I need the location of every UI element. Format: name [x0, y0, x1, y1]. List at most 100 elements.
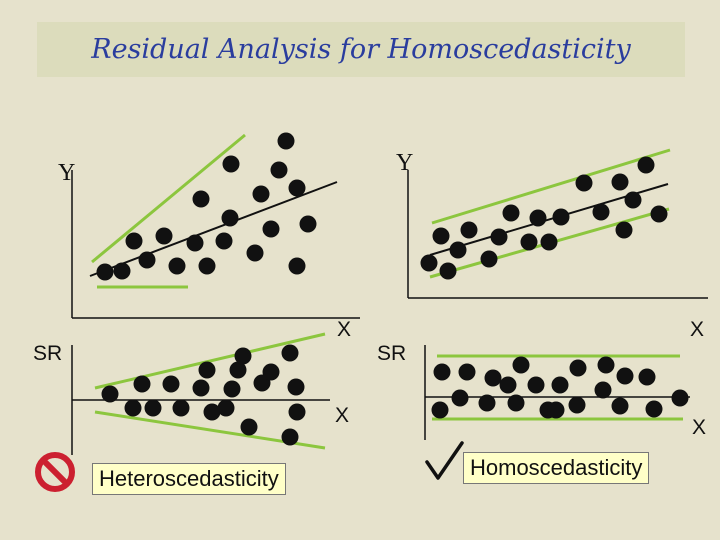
- point: [168, 257, 186, 275]
- point: [221, 209, 239, 227]
- point: [458, 363, 476, 381]
- point: [222, 155, 240, 173]
- page-title: Residual Analysis for Homoscedasticity: [91, 34, 631, 65]
- point: [460, 221, 478, 239]
- point: [615, 221, 633, 239]
- point: [551, 376, 569, 394]
- upper-band-line: [91, 133, 246, 264]
- point: [162, 375, 180, 393]
- point: [133, 375, 151, 393]
- point: [650, 205, 668, 223]
- point: [262, 220, 280, 238]
- upper-band-line: [431, 148, 671, 225]
- point: [234, 347, 252, 365]
- x-axis-label-top-left: X: [337, 318, 352, 341]
- point: [527, 376, 545, 394]
- caption-homoscedasticity: Homoscedasticity: [463, 452, 650, 484]
- point: [433, 363, 451, 381]
- point: [299, 215, 317, 233]
- point: [547, 401, 565, 419]
- point: [512, 356, 530, 374]
- point: [223, 380, 241, 398]
- point: [439, 262, 457, 280]
- points-top-left: [96, 132, 317, 281]
- point: [611, 397, 629, 415]
- point: [217, 399, 235, 417]
- sr-label-left: SR: [33, 342, 63, 365]
- point: [451, 389, 469, 407]
- point: [101, 385, 119, 403]
- point: [449, 241, 467, 259]
- point: [277, 132, 295, 150]
- point: [520, 233, 538, 251]
- plot-bottom-left: [71, 332, 330, 455]
- plot-bottom-right: [424, 345, 690, 440]
- point: [138, 251, 156, 269]
- point: [125, 232, 143, 250]
- point: [637, 156, 655, 174]
- point: [155, 227, 173, 245]
- point: [624, 191, 642, 209]
- points-top-right: [420, 156, 668, 280]
- sr-label-right: SR: [377, 342, 407, 365]
- point: [499, 376, 517, 394]
- point: [281, 428, 299, 446]
- point: [502, 204, 520, 222]
- y-axis-label-left: Y: [58, 160, 76, 186]
- point: [192, 379, 210, 397]
- point: [96, 263, 114, 281]
- point: [480, 250, 498, 268]
- point: [229, 361, 247, 379]
- point: [529, 209, 547, 227]
- point: [172, 399, 190, 417]
- point: [240, 418, 258, 436]
- point: [186, 234, 204, 252]
- point: [252, 185, 270, 203]
- point: [288, 179, 306, 197]
- point: [203, 403, 221, 421]
- prohibited-icon: [35, 452, 75, 492]
- point: [645, 400, 663, 418]
- point: [616, 367, 634, 385]
- title-box: Residual Analysis for Homoscedasticity: [37, 22, 685, 77]
- x-axis-label-bottom-left: X: [335, 404, 350, 427]
- regression-line: [89, 181, 338, 277]
- point: [671, 389, 689, 407]
- points-bottom-right: [431, 356, 689, 419]
- point: [507, 394, 525, 412]
- point: [490, 228, 508, 246]
- point: [246, 244, 264, 262]
- point: [568, 396, 586, 414]
- point: [552, 208, 570, 226]
- point: [288, 403, 306, 421]
- checkmark-icon: [425, 441, 464, 480]
- point: [270, 161, 288, 179]
- point: [569, 359, 587, 377]
- points-bottom-left: [101, 344, 306, 446]
- x-axis-label-bottom-right: X: [692, 416, 707, 439]
- point: [540, 233, 558, 251]
- point: [192, 190, 210, 208]
- point: [638, 368, 656, 386]
- point: [124, 399, 142, 417]
- point: [262, 363, 280, 381]
- point: [420, 254, 438, 272]
- point: [431, 401, 449, 419]
- point: [484, 369, 502, 387]
- point: [478, 394, 496, 412]
- point: [594, 381, 612, 399]
- point: [113, 262, 131, 280]
- point: [144, 399, 162, 417]
- point: [198, 257, 216, 275]
- point: [215, 232, 233, 250]
- plot-top-right: [407, 148, 708, 299]
- point: [287, 378, 305, 396]
- point: [432, 227, 450, 245]
- y-axis-label-right: Y: [396, 150, 414, 176]
- plot-top-left: [71, 132, 360, 319]
- point: [198, 361, 216, 379]
- caption-heteroscedasticity: Heteroscedasticity: [92, 463, 286, 495]
- upper-band-line: [94, 332, 326, 390]
- point: [281, 344, 299, 362]
